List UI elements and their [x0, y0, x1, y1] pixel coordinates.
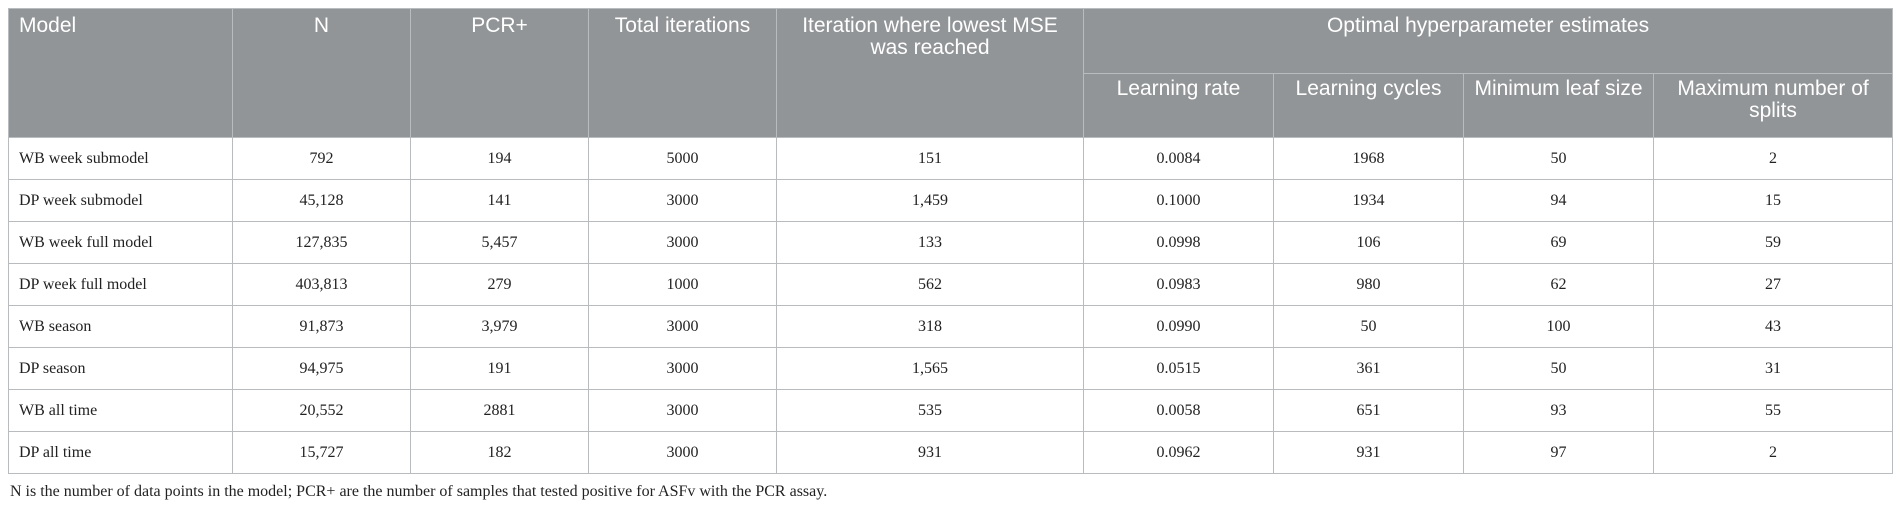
cell-pcr: 3,979: [410, 305, 589, 348]
cell-lr: 0.0962: [1083, 431, 1274, 474]
header-pcr: PCR+: [410, 8, 589, 138]
table-row: WB all time 20,552 2881 3000 535 0.0058 651 93 5…: [8, 389, 1894, 432]
cell-leaf: 94: [1463, 179, 1654, 222]
cell-pcr: 182: [410, 431, 589, 474]
cell-iter: 318: [776, 305, 1084, 348]
cell-splits: 2: [1652, 431, 1894, 474]
cell-model: DP week full model: [8, 263, 233, 306]
cell-iter: 1,565: [776, 347, 1084, 390]
cell-leaf: 50: [1463, 347, 1654, 390]
cell-leaf: 93: [1463, 389, 1654, 432]
cell-n: 127,835: [232, 221, 411, 264]
cell-pcr: 194: [410, 137, 589, 180]
cell-total: 3000: [588, 179, 777, 222]
cell-pcr: 141: [410, 179, 589, 222]
cell-lr: 0.0084: [1083, 137, 1274, 180]
hyperparameter-table: Model N PCR+ Total iterations Iteration …: [8, 8, 1894, 474]
cell-leaf: 62: [1463, 263, 1654, 306]
cell-lr: 0.0515: [1083, 347, 1274, 390]
cell-splits: 31: [1652, 347, 1894, 390]
cell-total: 5000: [588, 137, 777, 180]
cell-n: 94,975: [232, 347, 411, 390]
cell-n: 15,727: [232, 431, 411, 474]
cell-model: DP all time: [8, 431, 233, 474]
table-row: WB season 91,873 3,979 3000 318 0.0990 50 100 43: [8, 305, 1894, 348]
cell-lr: 0.0990: [1083, 305, 1274, 348]
cell-lr: 0.0998: [1083, 221, 1274, 264]
cell-leaf: 69: [1463, 221, 1654, 264]
header-total-iterations: Total iterations: [588, 8, 777, 138]
cell-model: WB season: [8, 305, 233, 348]
cell-n: 45,128: [232, 179, 411, 222]
cell-iter: 535: [776, 389, 1084, 432]
cell-cycles: 106: [1273, 221, 1464, 264]
table-row: WB week submodel 792 194 5000 151 0.0084 1968 5…: [8, 137, 1894, 180]
cell-total: 3000: [588, 305, 777, 348]
table-row: WB week full model 127,835 5,457 3000 133 0.0…: [8, 221, 1894, 264]
cell-splits: 55: [1652, 389, 1894, 432]
cell-total: 1000: [588, 263, 777, 306]
cell-splits: 43: [1652, 305, 1894, 348]
cell-cycles: 50: [1273, 305, 1464, 348]
cell-cycles: 651: [1273, 389, 1464, 432]
table-row: DP week submodel 45,128 141 3000 1,459 0.1000…: [8, 179, 1894, 222]
header-model: Model: [8, 8, 233, 138]
cell-lr: 0.0983: [1083, 263, 1274, 306]
cell-model: DP season: [8, 347, 233, 390]
cell-splits: 27: [1652, 263, 1894, 306]
cell-iter: 1,459: [776, 179, 1084, 222]
cell-cycles: 1934: [1273, 179, 1464, 222]
cell-pcr: 191: [410, 347, 589, 390]
cell-n: 91,873: [232, 305, 411, 348]
cell-model: WB week full model: [8, 221, 233, 264]
cell-model: DP week submodel: [8, 179, 233, 222]
cell-cycles: 361: [1273, 347, 1464, 390]
cell-pcr: 2881: [410, 389, 589, 432]
cell-lr: 0.0058: [1083, 389, 1274, 432]
header-learning-cycles: Learning cycles: [1273, 73, 1464, 138]
header-max-splits: Maximum number of splits: [1652, 73, 1894, 138]
header-iteration-lowest-mse: Iteration where lowest MSE was reached: [776, 8, 1084, 138]
header-min-leaf-size: Minimum leaf size: [1463, 73, 1654, 138]
cell-leaf: 97: [1463, 431, 1654, 474]
table-container: Model N PCR+ Total iterations Iteration …: [8, 8, 1894, 501]
cell-cycles: 931: [1273, 431, 1464, 474]
header-learning-rate: Learning rate: [1083, 73, 1274, 138]
header-row-1: Model N PCR+ Total iterations Iteration …: [8, 8, 1894, 138]
cell-model: WB all time: [8, 389, 233, 432]
cell-total: 3000: [588, 389, 777, 432]
cell-iter: 133: [776, 221, 1084, 264]
cell-total: 3000: [588, 431, 777, 474]
cell-n: 20,552: [232, 389, 411, 432]
cell-iter: 151: [776, 137, 1084, 180]
cell-leaf: 50: [1463, 137, 1654, 180]
header-row-2: Learning rate Learning cycles Minimum le…: [9, 73, 1894, 138]
cell-cycles: 980: [1273, 263, 1464, 306]
cell-model: WB week submodel: [8, 137, 233, 180]
table-row: DP all time 15,727 182 3000 931 0.0962 931 97 2: [8, 431, 1894, 474]
cell-total: 3000: [588, 347, 777, 390]
cell-n: 403,813: [232, 263, 411, 306]
table-row: DP week full model 403,813 279 1000 562 0.098…: [8, 263, 1894, 306]
cell-total: 3000: [588, 221, 777, 264]
table-row: DP season 94,975 191 3000 1,565 0.0515 361 50 31: [8, 347, 1894, 390]
table-footnote: N is the number of data points in the mo…: [10, 483, 828, 500]
header-n: N: [232, 8, 411, 138]
table-body: WB week submodel 792 194 5000 151 0.0084 1968 5…: [8, 137, 1894, 474]
cell-splits: 59: [1652, 221, 1894, 264]
cell-splits: 15: [1652, 179, 1894, 222]
cell-iter: 931: [776, 431, 1084, 474]
cell-pcr: 5,457: [410, 221, 589, 264]
cell-lr: 0.1000: [1083, 179, 1274, 222]
cell-splits: 2: [1652, 137, 1894, 180]
cell-n: 792: [232, 137, 411, 180]
cell-pcr: 279: [410, 263, 589, 306]
cell-iter: 562: [776, 263, 1084, 306]
header-hyperparameter-group: Optimal hyperparameter estimates: [1082, 8, 1894, 74]
cell-leaf: 100: [1463, 305, 1654, 348]
cell-cycles: 1968: [1273, 137, 1464, 180]
